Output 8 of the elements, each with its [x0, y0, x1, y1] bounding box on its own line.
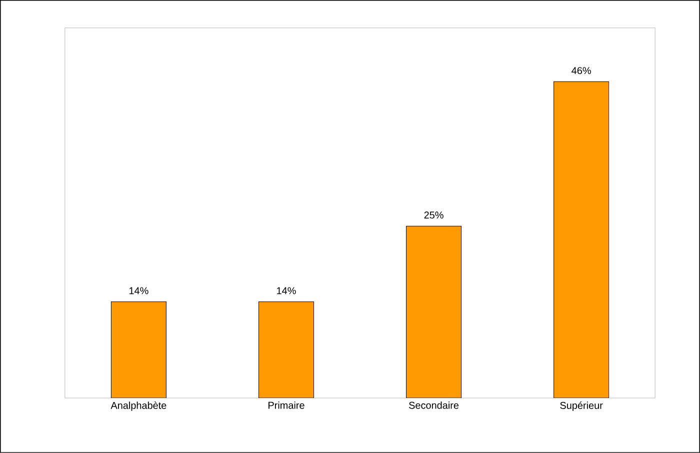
data-label: 14% [277, 287, 296, 294]
x-tick-label: Secondaire [409, 402, 459, 409]
x-tick-label: Analphabète [110, 402, 166, 411]
x-tick-label: Supérieur [560, 402, 603, 411]
data-label: 46% [572, 67, 591, 74]
data-label: 14% [129, 287, 148, 294]
x-tick-label: Primaire [268, 402, 304, 409]
data-label: 25% [424, 212, 444, 219]
